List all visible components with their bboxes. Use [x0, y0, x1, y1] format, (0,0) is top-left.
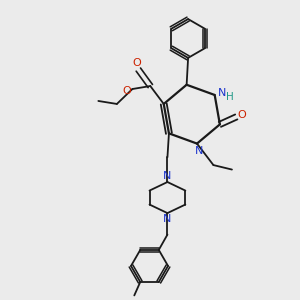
Text: N: N [163, 171, 172, 181]
Text: N: N [218, 88, 226, 98]
Text: O: O [122, 85, 131, 95]
Text: O: O [237, 110, 246, 119]
Text: H: H [226, 92, 234, 102]
Text: N: N [195, 146, 204, 156]
Text: N: N [163, 214, 172, 224]
Text: O: O [133, 58, 141, 68]
